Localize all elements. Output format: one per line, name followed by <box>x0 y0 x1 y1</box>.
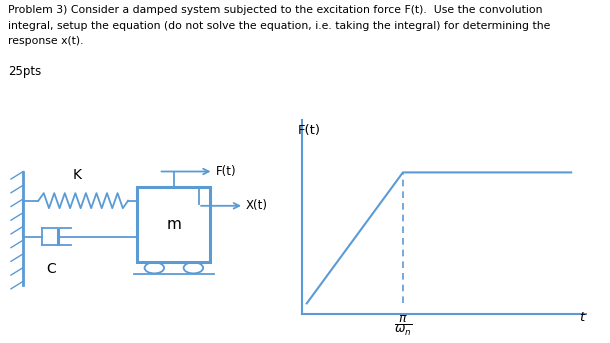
Text: Problem 3) Consider a damped system subjected to the excitation force F(t).  Use: Problem 3) Consider a damped system subj… <box>8 5 542 15</box>
Text: integral, setup the equation (do not solve the equation, i.e. taking the integra: integral, setup the equation (do not sol… <box>8 21 550 31</box>
Text: K: K <box>73 168 82 182</box>
Text: m: m <box>167 217 181 232</box>
Text: F(t): F(t) <box>216 165 237 178</box>
Text: F(t): F(t) <box>298 123 321 137</box>
Text: C: C <box>46 262 56 276</box>
Text: X(t): X(t) <box>246 199 268 212</box>
Text: t: t <box>580 311 584 324</box>
Text: 25pts: 25pts <box>8 65 41 78</box>
Text: $\dfrac{\pi}{\omega_n}$: $\dfrac{\pi}{\omega_n}$ <box>393 314 412 338</box>
Text: response x(t).: response x(t). <box>8 36 84 46</box>
Bar <box>137 187 210 262</box>
